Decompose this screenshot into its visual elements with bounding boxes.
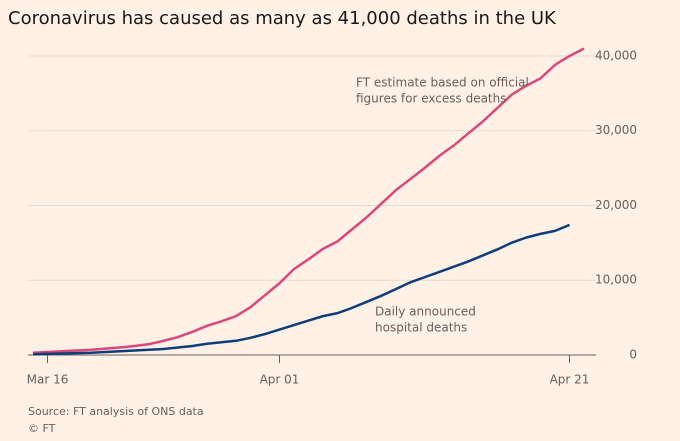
credit: © FT	[28, 422, 56, 435]
y-tick-label: 10,000	[595, 273, 637, 287]
annotation: hospital deaths	[375, 321, 467, 335]
x-tick-label: Apr 21	[550, 373, 590, 387]
y-tick-label: 40,000	[595, 48, 637, 62]
source: Source: FT analysis of ONS data	[28, 405, 204, 418]
annotation: Daily announced	[375, 305, 476, 319]
y-tick-label: 0	[629, 348, 637, 362]
annotation: FT estimate based on official	[356, 76, 529, 90]
line	[32, 47, 585, 355]
chart-title: Coronavirus has caused as many as 41,000…	[8, 8, 557, 29]
x-tick-label: Mar 16	[27, 373, 69, 387]
line	[32, 223, 570, 356]
annotation: figures for excess deaths	[356, 92, 507, 106]
x-tick-label: Apr 01	[260, 373, 300, 387]
y-tick-label: 30,000	[595, 123, 637, 137]
y-tick-label: 20,000	[595, 198, 637, 212]
